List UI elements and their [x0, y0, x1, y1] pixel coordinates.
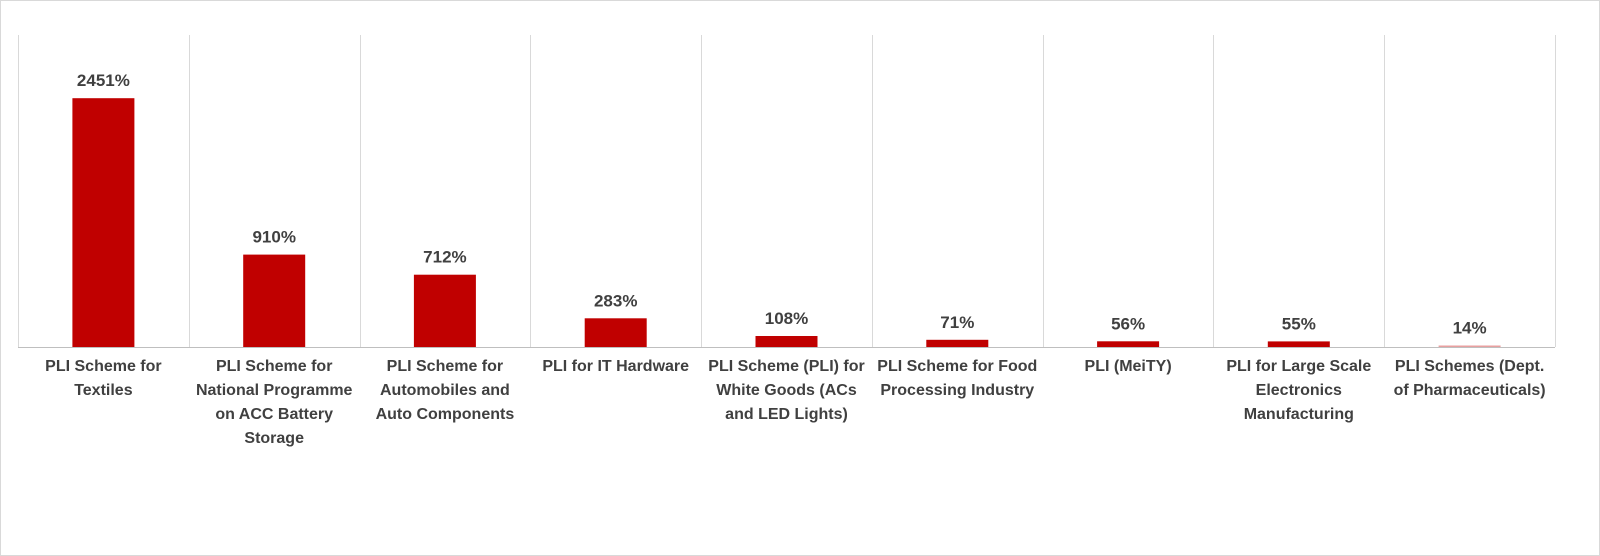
- category-label: PLI Scheme for Automobiles and Auto Compon…: [376, 358, 515, 423]
- category-label-line: National Programme: [196, 382, 353, 399]
- category-label-line: PLI Scheme for: [387, 358, 503, 375]
- data-label: 108%: [765, 309, 808, 328]
- data-label: 55%: [1282, 314, 1316, 333]
- data-label: 910%: [252, 228, 295, 247]
- category-label-line: Manufacturing: [1244, 406, 1354, 423]
- category-label-line: Automobiles and: [380, 382, 510, 399]
- category-label: PLI Scheme (PLI) for White Goods (ACs and …: [708, 358, 864, 423]
- category-labels: PLI Scheme for Textiles PLI Scheme for Nati…: [45, 358, 1545, 447]
- category-label-line: PLI Scheme for: [45, 358, 161, 375]
- category-label-line: Textiles: [74, 382, 133, 399]
- category-label: PLI for Large Scale Electronics Manufactur…: [1226, 358, 1371, 423]
- data-label: 712%: [423, 248, 466, 267]
- category-label-line: and LED Lights): [725, 406, 848, 423]
- bar: [243, 254, 306, 347]
- category-label: PLI Scheme for National Programme on ACC B…: [196, 358, 353, 447]
- data-label: 283%: [594, 291, 637, 310]
- bar: [72, 98, 135, 347]
- category-label-line: PLI Scheme (PLI) for: [708, 358, 864, 375]
- category-label: PLI (MeiTY): [1085, 358, 1172, 375]
- category-label-line: White Goods (ACs: [716, 382, 857, 399]
- data-label: 2451%: [77, 71, 130, 90]
- category-label-line: PLI Schemes (Dept.: [1395, 358, 1544, 375]
- category-label-line: PLI Scheme for Food: [877, 358, 1037, 375]
- category-label-line: Processing Industry: [880, 382, 1034, 399]
- category-label-line: Electronics: [1256, 382, 1342, 399]
- data-label: 56%: [1111, 314, 1145, 333]
- category-label: PLI Scheme for Food Processing Industry: [877, 358, 1037, 399]
- category-label-line: Auto Components: [376, 406, 515, 423]
- bar: [926, 339, 989, 347]
- grid-lines: [18, 35, 1556, 347]
- category-label-line: PLI Scheme for: [216, 358, 332, 375]
- category-label-line: PLI (MeiTY): [1085, 358, 1172, 375]
- bar: [1097, 341, 1160, 347]
- category-label: PLI for IT Hardware: [542, 358, 689, 375]
- bar: [584, 318, 647, 347]
- bar: [1438, 345, 1501, 347]
- data-label: 14%: [1453, 319, 1487, 338]
- category-label-line: PLI for IT Hardware: [542, 358, 689, 375]
- data-labels: 2451% 910% 712% 283% 108% 71% 56% 55% 14%: [77, 71, 1487, 337]
- data-label: 71%: [940, 313, 974, 332]
- bar: [413, 274, 476, 347]
- bars: [72, 98, 1501, 347]
- category-label: PLI Scheme for Textiles: [45, 358, 161, 399]
- category-label-line: PLI for Large Scale: [1226, 358, 1371, 375]
- category-label-line: of Pharmaceuticals): [1394, 382, 1546, 399]
- category-label-line: Storage: [244, 430, 304, 447]
- category-label-line: on ACC Battery: [215, 406, 333, 423]
- bar: [755, 336, 818, 347]
- bar: [1267, 341, 1330, 347]
- category-label: PLI Schemes (Dept. of Pharmaceuticals): [1394, 358, 1546, 399]
